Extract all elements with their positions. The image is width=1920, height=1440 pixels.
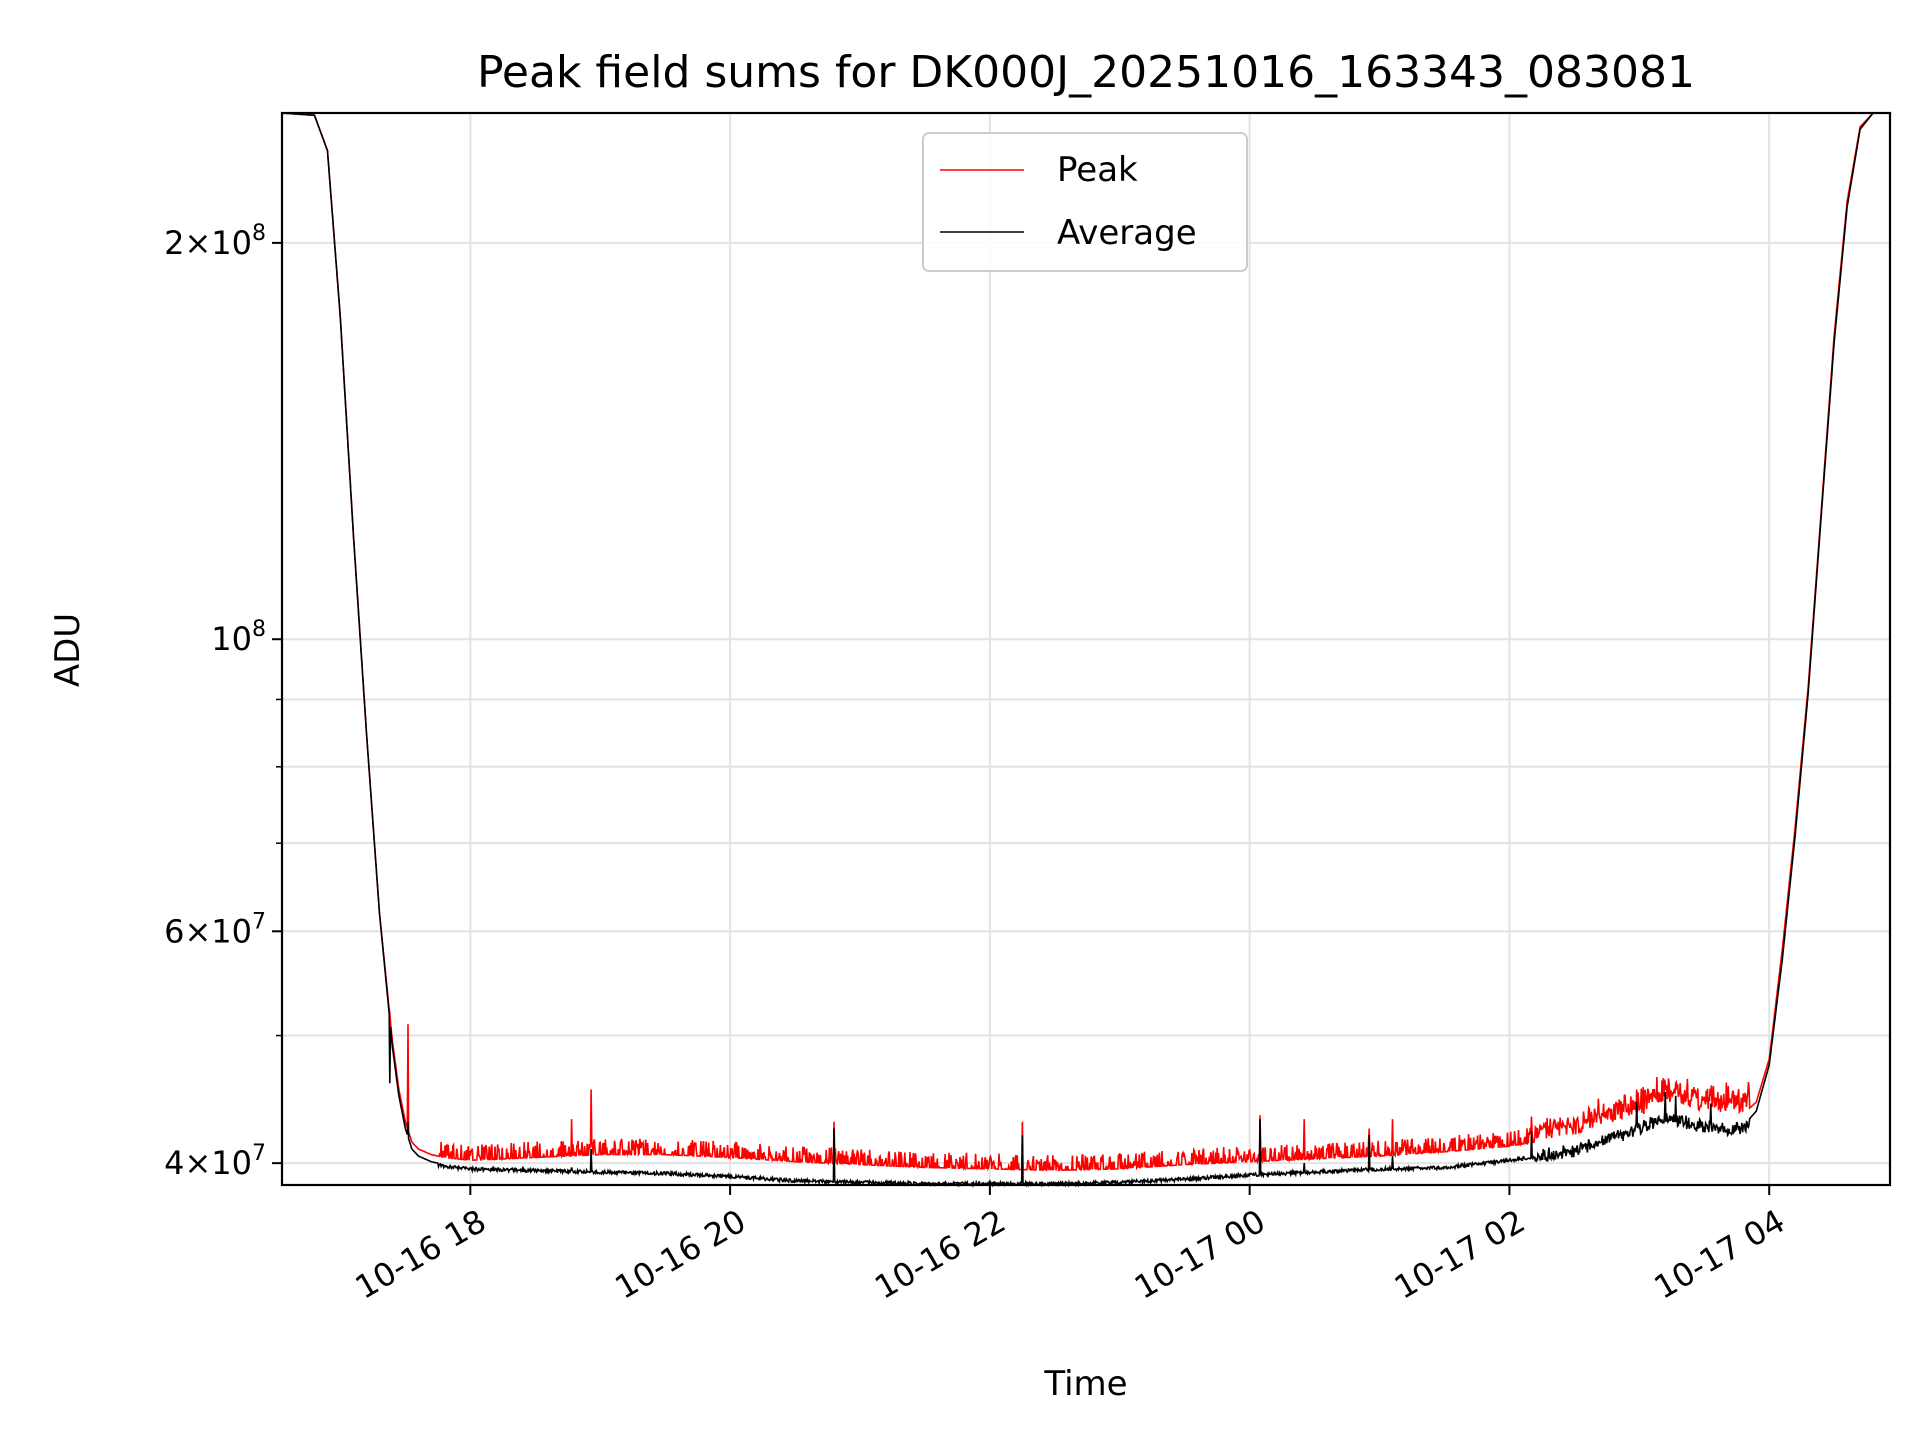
y-tick-label: 2×108 [164, 221, 266, 262]
x-axis-label: Time [1043, 1364, 1127, 1404]
plot-frame [280, 111, 1892, 1187]
y-tick-label: 6×107 [164, 909, 266, 950]
y-axis-label: ADU [48, 613, 88, 687]
series-layer [282, 112, 1890, 1189]
legend-box [922, 132, 1248, 272]
legend-label-average: Average [1057, 213, 1197, 253]
y-tick-label: 4×107 [164, 1141, 266, 1182]
series-line-average [282, 112, 1890, 1189]
series-line-peak [282, 112, 1890, 1172]
legend-label-peak: Peak [1057, 150, 1138, 190]
chart-title: Peak field sums for DK000J_20251016_1633… [477, 47, 1695, 98]
legend: Peak Average [922, 132, 1248, 272]
y-tick-label: 108 [211, 617, 266, 658]
